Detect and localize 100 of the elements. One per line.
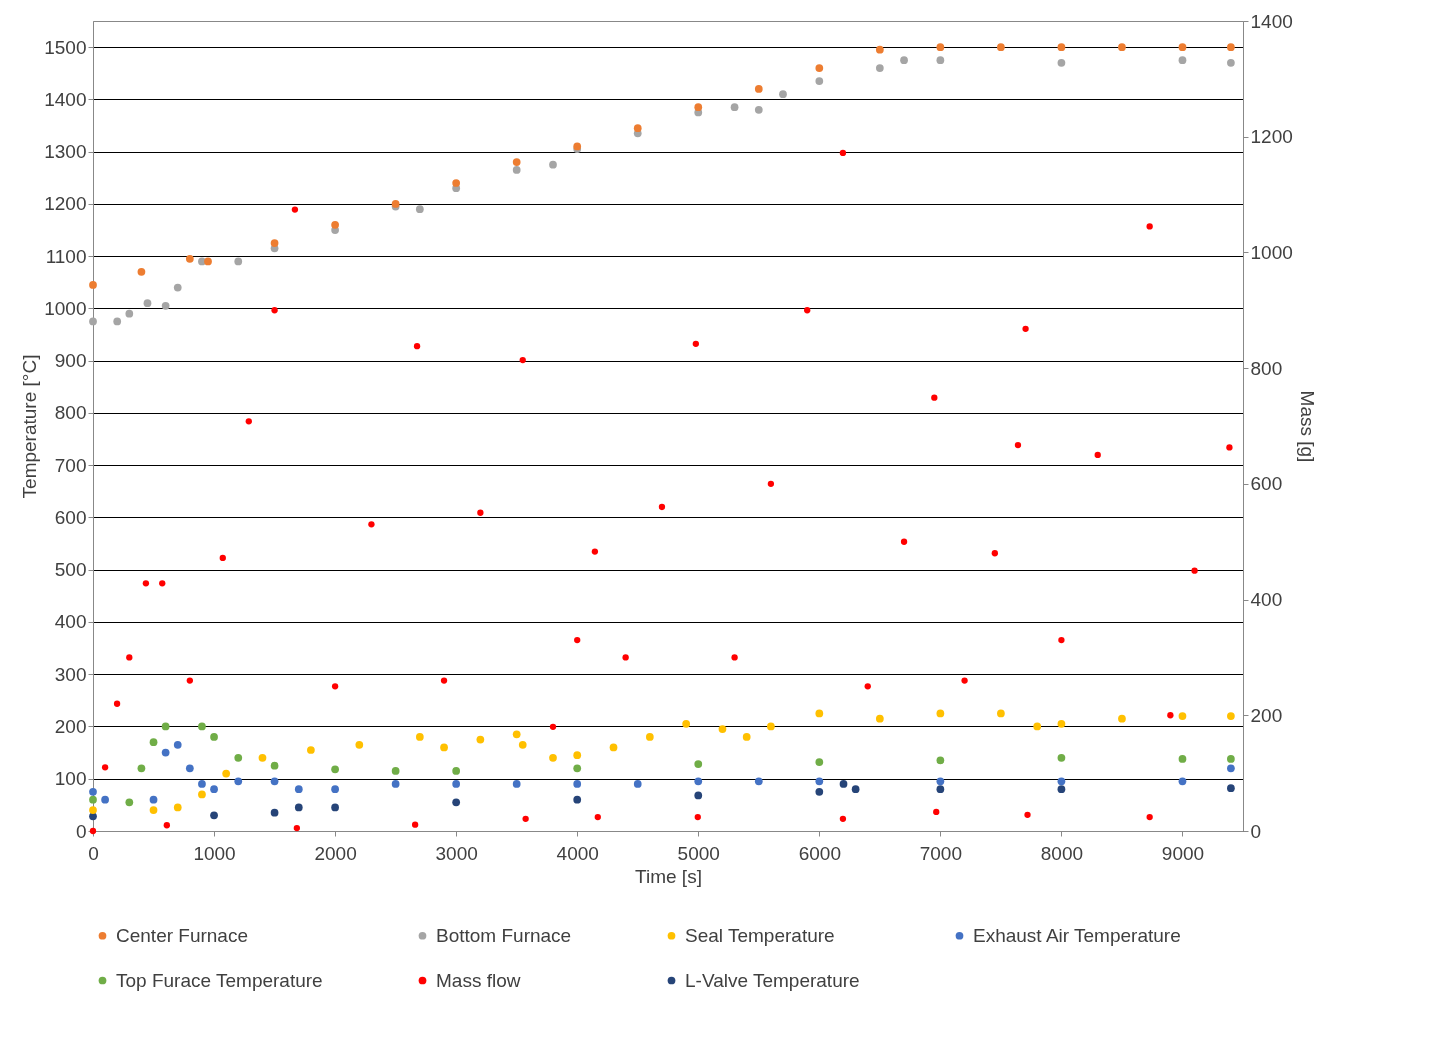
point [1227,712,1235,720]
x-tick-label: 9000 [1161,842,1205,864]
point [815,64,824,72]
point [682,720,691,728]
x-axis-title: Time [s] [635,865,702,887]
point [633,780,642,788]
point [210,733,218,741]
point [331,220,339,229]
point [440,677,448,684]
point [291,206,299,213]
point [198,722,206,731]
point [875,714,884,723]
point [1118,43,1126,51]
point [149,738,158,747]
point [89,281,97,289]
point [415,205,424,213]
point [161,722,170,731]
point [754,85,763,93]
point [185,254,194,263]
y-tick-label: 1100 [45,245,87,267]
point [1178,777,1187,786]
point [574,636,581,644]
point [522,815,529,823]
y-tick-label: 1500 [44,36,87,58]
point [331,683,339,690]
point [694,760,703,768]
point [519,356,526,364]
point [161,301,170,310]
legend-label: L-Valve Temperature [685,969,860,991]
y-tick-label: 0 [75,820,87,842]
point [1146,813,1153,821]
point [1146,223,1153,230]
point [549,753,557,762]
point [1024,811,1031,818]
point [839,815,847,823]
point [159,580,166,587]
legend-label: Exhaust Air Temperature [973,924,1181,946]
point [875,45,884,54]
point [476,735,485,744]
point [391,780,400,788]
point [694,791,703,800]
point [936,777,945,786]
y2-tick-label: 1200 [1250,126,1293,148]
point [633,124,642,132]
y-tick-label: 1400 [44,88,87,110]
point [1178,56,1187,65]
point [391,767,400,775]
point [936,709,945,718]
point [307,746,315,754]
legend-label: Mass flow [436,969,521,991]
point [694,103,703,112]
point [961,677,968,684]
point [658,503,666,511]
point [936,785,945,794]
point [997,43,1005,51]
point [512,730,521,739]
point [101,795,109,804]
point [591,548,599,555]
point [477,509,484,516]
point [204,257,212,266]
point [839,780,848,788]
point [271,307,278,314]
point [804,307,811,314]
point [609,743,618,752]
point [89,317,97,326]
point [754,105,763,114]
y2-tick-label: 1400 [1250,10,1293,32]
point [270,777,279,786]
point [125,309,134,318]
point [622,654,629,661]
x-tick-label: 8000 [1040,842,1084,864]
point [331,765,339,774]
point [143,299,152,308]
point [1057,43,1066,51]
y-axis-title: Temperature [°C] [19,354,41,499]
point [936,56,945,65]
point [1226,444,1233,451]
point [89,806,97,814]
point [512,166,521,174]
legend-label: Seal Temperature [685,924,835,946]
point [767,480,775,488]
point [137,764,146,773]
point [1191,567,1198,574]
point [234,257,243,266]
point [518,740,527,749]
point [742,733,751,741]
point [815,709,824,718]
y2-axis-title: Mass [g] [1296,390,1318,463]
point [573,751,582,760]
legend-label: Center Furnace [116,924,249,946]
point [270,761,279,770]
point [767,722,775,731]
point [413,343,421,350]
point [126,654,133,661]
point [452,767,461,775]
point [1227,784,1235,793]
point [101,764,109,771]
point [270,808,279,817]
x-tick-label: 4000 [556,842,599,864]
point [294,803,303,812]
